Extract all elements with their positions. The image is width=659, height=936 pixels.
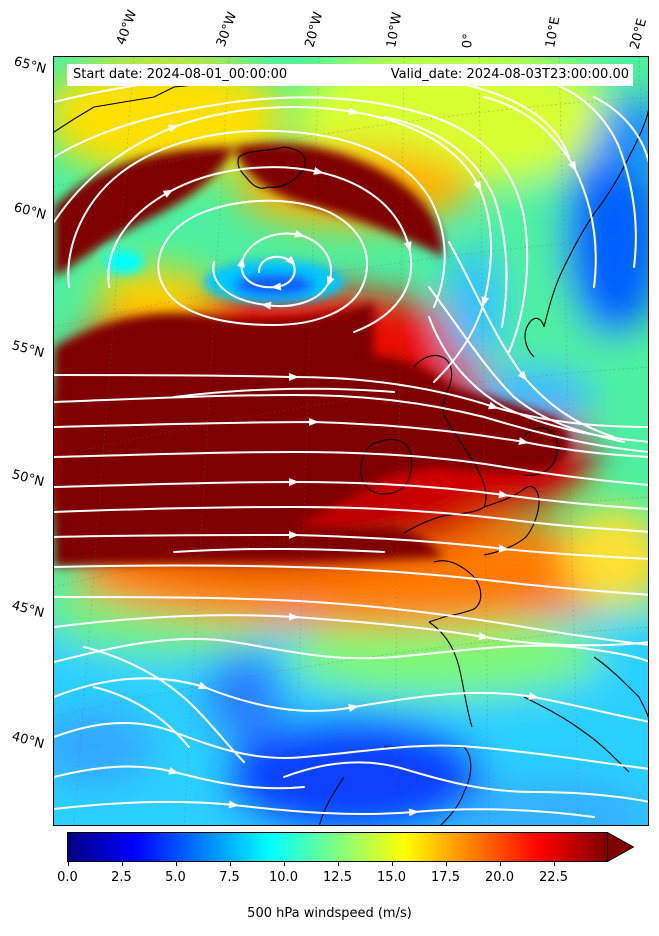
lat-label-40n: 40°N xyxy=(10,729,46,753)
windspeed-map xyxy=(53,56,649,826)
colorbar-tickmark xyxy=(283,862,285,866)
colorbar-tickmark xyxy=(67,862,69,866)
colorbar-tick-label: 7.5 xyxy=(219,870,240,885)
colorbar-tickmark xyxy=(175,862,177,866)
start-date-text: Start date: 2024-08-01_00:00:00 xyxy=(73,67,288,82)
colorbar-label: 500 hPa windspeed (m/s) xyxy=(247,906,412,921)
colorbar-tick-label: 12.5 xyxy=(323,870,352,885)
streamlines xyxy=(54,68,648,818)
colorbar-tick-label: 15.0 xyxy=(377,870,406,885)
lon-label-10e: 10°E xyxy=(543,15,564,49)
lat-label-45n: 45°N xyxy=(10,598,46,622)
lon-label-10w: 10°W xyxy=(384,11,406,50)
lat-label-50n: 50°N xyxy=(10,467,46,491)
colorbar-tickmark xyxy=(499,862,501,866)
colorbar-tickmark xyxy=(553,862,555,866)
lon-label-30w: 30°W xyxy=(213,10,241,49)
colorbar-tick-label: 10.0 xyxy=(269,870,298,885)
colorbar-tickmark xyxy=(121,862,123,866)
lon-label-40w: 40°W xyxy=(113,8,141,47)
map-canvas xyxy=(54,57,648,825)
colorbar-tick-label: 22.5 xyxy=(539,870,568,885)
date-info-box: Start date: 2024-08-01_00:00:00 Valid_da… xyxy=(67,64,633,86)
colorbar-tick-label: 2.5 xyxy=(111,870,132,885)
colorbar-tickmark xyxy=(391,862,393,866)
colorbar-tick-label: 20.0 xyxy=(485,870,514,885)
lon-label-20e: 20°E xyxy=(627,16,651,51)
windspeed-field xyxy=(54,57,648,825)
colorbar xyxy=(67,832,634,862)
lat-label-60n: 60°N xyxy=(12,200,48,224)
colorbar-tick-label: 0.0 xyxy=(57,870,78,885)
colorbar-tickmark xyxy=(445,862,447,866)
colorbar-gradient xyxy=(67,832,608,862)
colorbar-tickmark xyxy=(337,862,339,866)
lat-label-55n: 55°N xyxy=(10,338,46,362)
lon-label-0: 0° xyxy=(460,32,477,49)
colorbar-extend-arrow xyxy=(607,832,634,862)
graticule xyxy=(54,57,648,825)
colorbar-tick-label: 17.5 xyxy=(431,870,460,885)
valid-date-text: Valid_date: 2024-08-03T23:00:00.00 xyxy=(390,67,629,82)
lon-label-20w: 20°W xyxy=(302,10,327,49)
colorbar-tickmark xyxy=(229,862,231,866)
lat-label-65n: 65°N xyxy=(12,54,48,78)
colorbar-tick-label: 5.0 xyxy=(165,870,186,885)
